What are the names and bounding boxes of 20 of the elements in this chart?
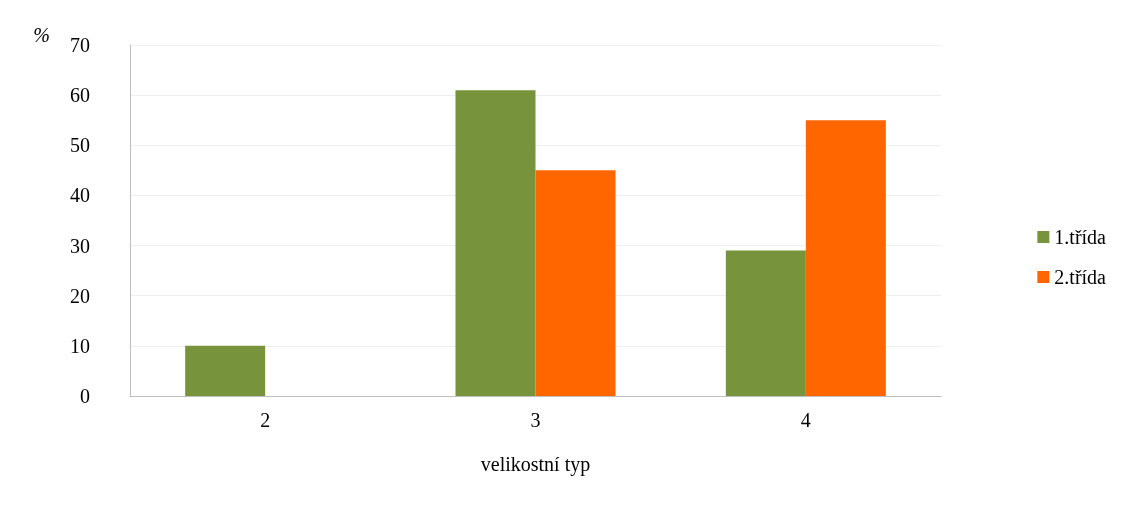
legend-label: 1.třída bbox=[1054, 226, 1107, 248]
x-tick-label: 4 bbox=[800, 409, 811, 431]
x-tick-label: 2 bbox=[260, 409, 271, 431]
bar bbox=[455, 90, 536, 396]
bar bbox=[725, 250, 806, 396]
y-axis-title: % bbox=[33, 24, 50, 46]
bar bbox=[805, 120, 886, 396]
y-tick-label: 50 bbox=[70, 134, 90, 157]
y-tick-label: 0 bbox=[80, 385, 90, 407]
x-axis-title: velikostní typ bbox=[480, 453, 591, 476]
x-tick-label: 3 bbox=[530, 409, 541, 431]
y-tick-label: 70 bbox=[70, 34, 90, 56]
bar bbox=[185, 345, 266, 396]
bar bbox=[535, 170, 616, 396]
y-tick-label: 20 bbox=[70, 284, 90, 307]
y-tick-label: 30 bbox=[70, 234, 90, 257]
y-tick-label: 40 bbox=[70, 184, 90, 207]
y-tick-label: 10 bbox=[70, 334, 90, 357]
y-tick-label: 60 bbox=[70, 84, 90, 107]
legend-label: 2.třída bbox=[1054, 266, 1107, 288]
